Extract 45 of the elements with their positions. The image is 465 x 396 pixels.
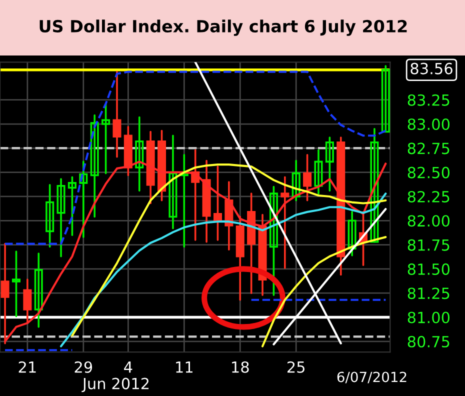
x-tick-label: 4 [124, 362, 132, 373]
text: Jun 2012 [82, 378, 149, 392]
candlestick [12, 250, 20, 318]
candlestick [168, 134, 178, 230]
y-tick-label: 81.50 [408, 263, 450, 275]
candlestick [381, 65, 390, 133]
candlestick [23, 278, 32, 324]
candlestick [280, 176, 290, 269]
line-series [60, 192, 387, 348]
candlestick [135, 116, 144, 192]
line-series [71, 164, 387, 337]
y-tick-label: 83.25 [408, 94, 450, 106]
candlestick [34, 252, 43, 328]
candlestick [370, 128, 379, 243]
ref-line-label: 83.56 [410, 62, 452, 74]
line-series [4, 70, 387, 245]
x-tick-label: 21 [18, 361, 36, 373]
candlestick [46, 184, 54, 248]
chart-title: US Dollar Index. Daily chart 6 July 2012 [40, 20, 407, 36]
candlestick [180, 154, 188, 248]
y-tick-label: 81.75 [408, 239, 450, 251]
candlestick [269, 186, 278, 296]
x-tick-label: 29 [74, 361, 92, 373]
y-tick-label: 82.50 [408, 166, 450, 178]
candlestick [102, 102, 110, 174]
y-tick-label: 81.00 [408, 312, 450, 324]
x-tick-label: 25 [288, 361, 304, 373]
candlestick [79, 160, 88, 238]
candlestick [90, 114, 99, 218]
y-tick-label: 80.75 [408, 336, 450, 348]
candlestick [68, 176, 76, 236]
y-tick-label: 81.25 [408, 288, 450, 300]
candlestick [325, 136, 334, 192]
y-tick-label: 82.25 [408, 190, 450, 202]
y-tick-label: 83.00 [408, 118, 450, 130]
x-tick-label: 11 [176, 362, 192, 373]
x-tick-label: 18 [232, 361, 249, 373]
y-tick-label: 82.00 [408, 215, 450, 227]
candlestick [112, 70, 122, 158]
candlestick [292, 160, 300, 202]
y-tick-label: 82.75 [408, 142, 450, 154]
candlestick [348, 211, 356, 256]
candlestick [314, 149, 323, 194]
text: 6/07/2012 [337, 372, 406, 384]
candlestick [56, 178, 66, 258]
